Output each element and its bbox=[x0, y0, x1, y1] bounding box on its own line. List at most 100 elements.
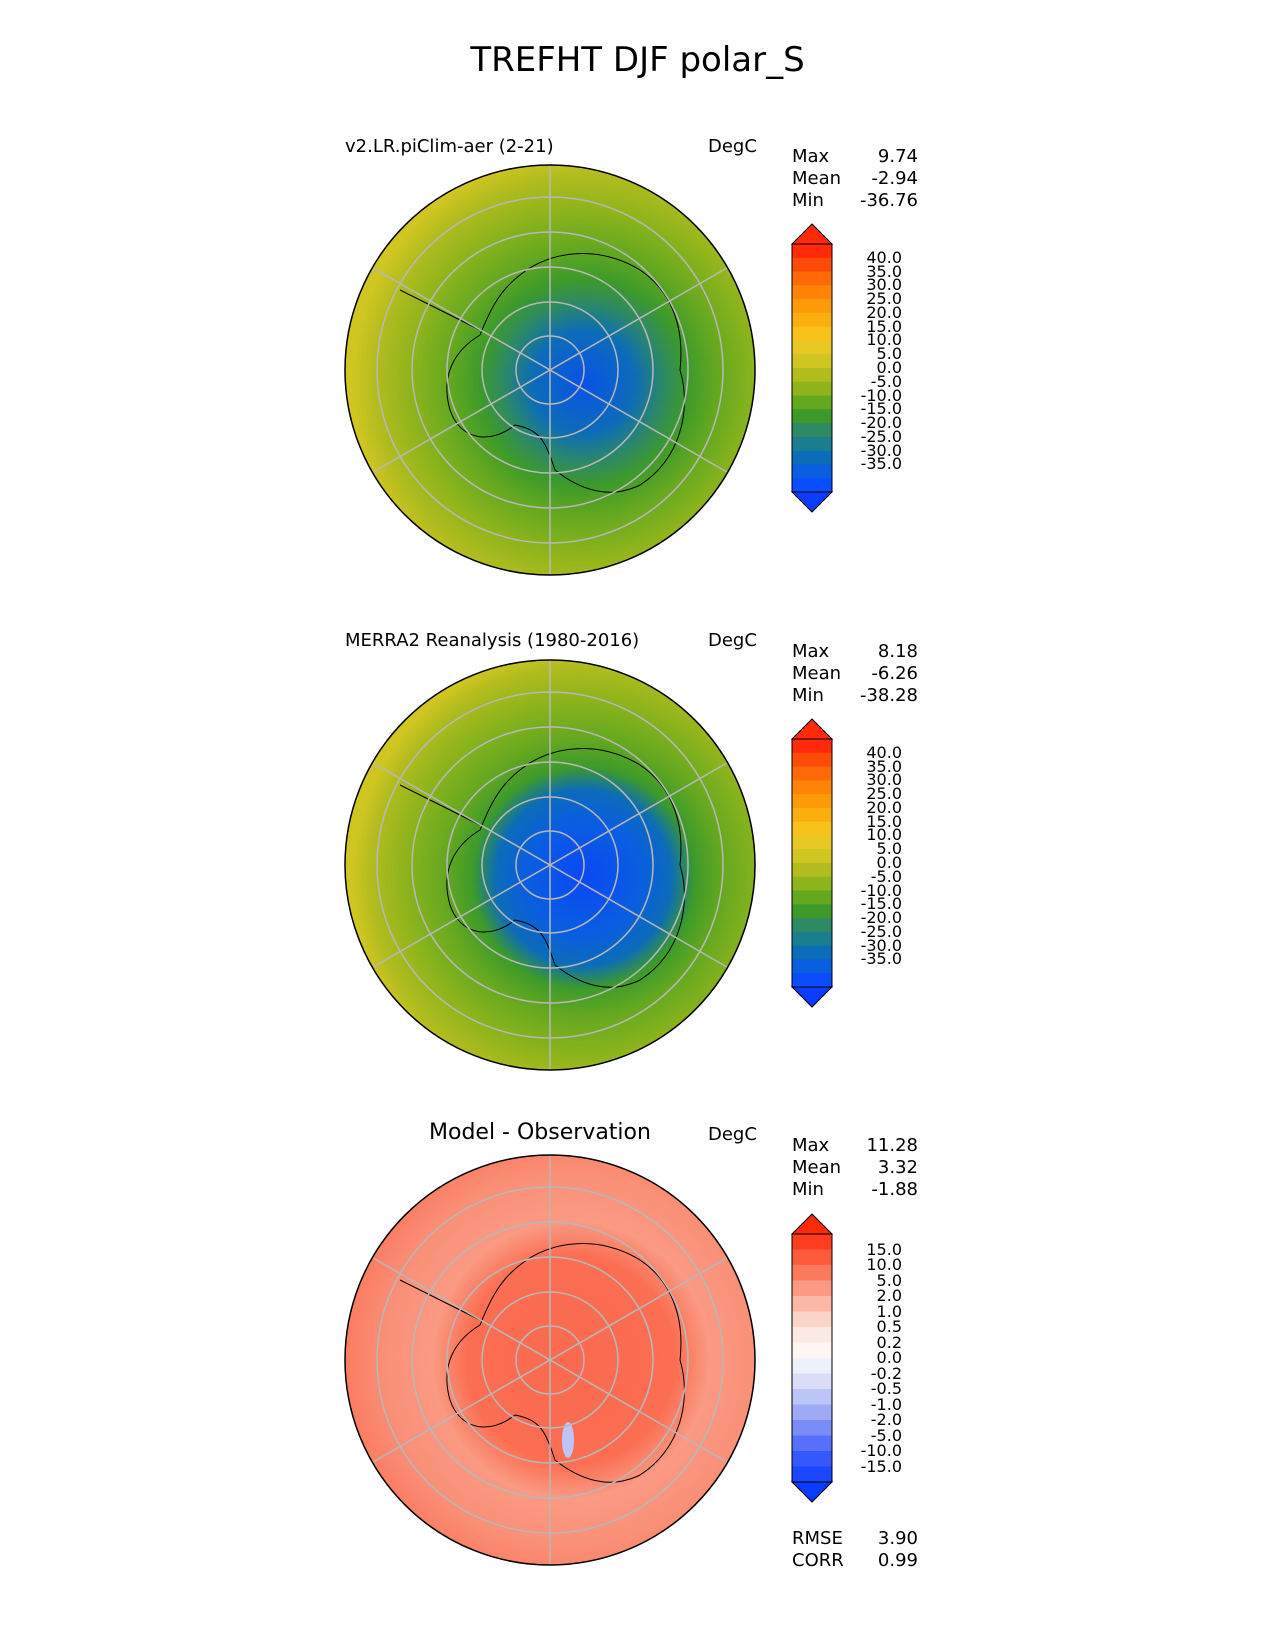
panel-3-colorbar-swatch bbox=[792, 1249, 832, 1266]
panel-2-min-label: Min bbox=[792, 685, 824, 706]
panel-1-colorbar-swatch bbox=[792, 464, 832, 479]
panel-2-colorbar-swatch bbox=[792, 849, 832, 864]
panel-2-colorbar-tick-label: 15.0 bbox=[866, 811, 902, 831]
panel-1-colorbar-swatch bbox=[792, 285, 832, 300]
panel-1-colorbar-swatch bbox=[792, 450, 832, 465]
panel-1-colorbar-tick-label: -20.0 bbox=[860, 413, 902, 433]
panel-2-mean-label: Mean bbox=[792, 663, 842, 684]
panel-3-mean-value: 3.32 bbox=[877, 1157, 918, 1178]
panel-2-colorbar-tick-label: 35.0 bbox=[866, 756, 902, 776]
panel-3-negative-anomaly bbox=[562, 1422, 574, 1458]
panel-2-colorbar-tick-label: 30.0 bbox=[866, 770, 902, 790]
panel-1-colorbar-tick-label: -5.0 bbox=[870, 371, 902, 391]
panel-1-mean-value: -2.94 bbox=[871, 168, 918, 189]
panel-1-map-border bbox=[344, 164, 756, 576]
panel-2-max-label: Max bbox=[792, 641, 830, 662]
panel-2-colorbar-swatch bbox=[792, 739, 832, 754]
panel-3-colorbar-extend-bottom bbox=[790, 1481, 834, 1503]
panel-1-colorbar-tick-label: 5.0 bbox=[876, 344, 902, 364]
panel-1-mean-label: Mean bbox=[792, 168, 842, 189]
panel-2-min-value: -38.28 bbox=[859, 685, 918, 706]
panel-3-max-value: 11.28 bbox=[866, 1135, 918, 1156]
panel-2-colorbar-swatch bbox=[792, 835, 832, 850]
panel-2-colorbar-tick-label: -15.0 bbox=[860, 894, 902, 914]
panel-2-colorbar-swatch bbox=[792, 863, 832, 878]
panel-1-colorbar-extend-bottom bbox=[790, 491, 834, 513]
panel-2-colorbar-swatch bbox=[792, 904, 832, 919]
panel-3-units: DegC bbox=[708, 1124, 757, 1145]
panel-1-colorbar-tick-label: 20.0 bbox=[866, 302, 902, 322]
panel-2-colorbar-tick-label: 40.0 bbox=[866, 742, 902, 762]
panel-1-gridlines bbox=[367, 165, 733, 575]
panel-2-coastline bbox=[399, 748, 685, 988]
panel-3-colorbar-tick-label: 1.0 bbox=[876, 1301, 902, 1321]
panel-1-colorbar-swatch bbox=[792, 257, 832, 273]
panel-1-colorbar-swatch bbox=[792, 395, 832, 410]
panel-3-colorbar-swatch bbox=[792, 1466, 832, 1483]
panel-2-colorbar-tick-label: 10.0 bbox=[866, 825, 902, 845]
panel-1-colorbar-swatch bbox=[792, 409, 832, 424]
panel-2-colorbar-extend-bottom bbox=[790, 986, 834, 1008]
corr-value: 0.99 bbox=[877, 1550, 918, 1571]
panel-3-colorbar-tick-label: 2.0 bbox=[876, 1286, 902, 1305]
panel-2-colorbar-swatch bbox=[792, 794, 832, 809]
panel-2-colorbar-tick-label: -35.0 bbox=[860, 949, 902, 969]
panel-3-max-label: Max bbox=[792, 1135, 830, 1156]
panel-1-colorbar-outline bbox=[791, 243, 833, 493]
panel-3-colorbar-swatch bbox=[792, 1280, 832, 1297]
panel-2-map bbox=[344, 659, 756, 1071]
panel-1-colorbar-swatch bbox=[792, 340, 832, 355]
panel-2-colorbar-swatch bbox=[792, 973, 832, 988]
panel-1-colorbar-swatch bbox=[792, 244, 832, 259]
panel-1-colorbar-swatch bbox=[792, 478, 832, 493]
panel-3-colorbar-swatch bbox=[792, 1404, 832, 1421]
panel-1-min-value: -36.76 bbox=[859, 190, 918, 211]
panel-2-colorbar-tick-label: -10.0 bbox=[860, 880, 902, 900]
panel-3-map bbox=[344, 1154, 756, 1566]
panel-1-max-label: Max bbox=[792, 146, 830, 167]
panel-2-colorbar-swatch bbox=[792, 931, 832, 947]
panel-3-colorbar-swatch bbox=[792, 1296, 832, 1312]
panel-1-colorbar-tick-label: -10.0 bbox=[860, 385, 902, 405]
panel-1-title: v2.LR.piClim-aer (2-21) bbox=[345, 136, 554, 157]
panel-2-colorbar-swatch bbox=[792, 876, 832, 892]
figure-title: TREFHT DJF polar_S bbox=[470, 40, 805, 80]
panel-1-colorbar-swatch bbox=[792, 326, 832, 341]
panel-1-colorbar-swatch bbox=[792, 354, 832, 369]
panel-1-colorbar-tick-label: -15.0 bbox=[860, 399, 902, 419]
panel-1-colorbar-swatch bbox=[792, 312, 832, 328]
panel-3-colorbar-swatch bbox=[792, 1265, 832, 1281]
panel-2-colorbar-tick-label: -25.0 bbox=[860, 921, 902, 941]
panel-1-colorbar-swatch bbox=[792, 381, 832, 397]
panel-1-colorbar-tick-label: 10.0 bbox=[866, 330, 902, 350]
panel-3-colorbar-tick-label: -15.0 bbox=[860, 1456, 902, 1476]
panel-1-colorbar-swatch bbox=[792, 423, 832, 438]
panel-1-map bbox=[344, 164, 756, 576]
panel-3-colorbar-tick-label: -0.5 bbox=[870, 1379, 902, 1398]
panel-3-colorbar-tick-label: 0.2 bbox=[876, 1332, 902, 1352]
panel-1-colorbar-swatch bbox=[792, 299, 832, 314]
panel-2-title: MERRA2 Reanalysis (1980-2016) bbox=[345, 630, 640, 651]
panel-2-colorbar-tick-label: 25.0 bbox=[866, 784, 902, 804]
panel-1-max-value: 9.74 bbox=[877, 146, 918, 167]
panel-3-colorbar-swatch bbox=[792, 1311, 832, 1328]
panel-3-colorbar bbox=[790, 1213, 834, 1503]
panel-1-colorbar-swatch bbox=[792, 368, 832, 383]
panel-3-colorbar-swatch bbox=[792, 1435, 832, 1452]
panel-2-colorbar-swatch bbox=[792, 959, 832, 974]
panel-3-colorbar-swatch bbox=[792, 1373, 832, 1390]
panel-2-colorbar-swatch bbox=[792, 945, 832, 960]
panel-2-colorbar bbox=[790, 718, 834, 1008]
rmse-label: RMSE bbox=[792, 1528, 843, 1549]
panel-2-colorbar-tick-label: -20.0 bbox=[860, 908, 902, 928]
panel-1-colorbar-tick-label: 25.0 bbox=[866, 289, 902, 309]
panel-2-colorbar-swatch bbox=[792, 821, 832, 836]
panel-3-colorbar-tick-label: 5.0 bbox=[876, 1270, 902, 1290]
panel-1-colorbar-tick-label: 40.0 bbox=[866, 247, 902, 267]
panel-3-colorbar-tick-label: 0.0 bbox=[876, 1348, 902, 1367]
panel-3-min-value: -1.88 bbox=[871, 1179, 918, 1200]
panel-2-colorbar-swatch bbox=[792, 890, 832, 905]
panel-2-colorbar-swatch bbox=[792, 780, 832, 795]
panel-3-colorbar-swatch bbox=[792, 1389, 832, 1405]
panel-3-colorbar-swatch bbox=[792, 1234, 832, 1250]
